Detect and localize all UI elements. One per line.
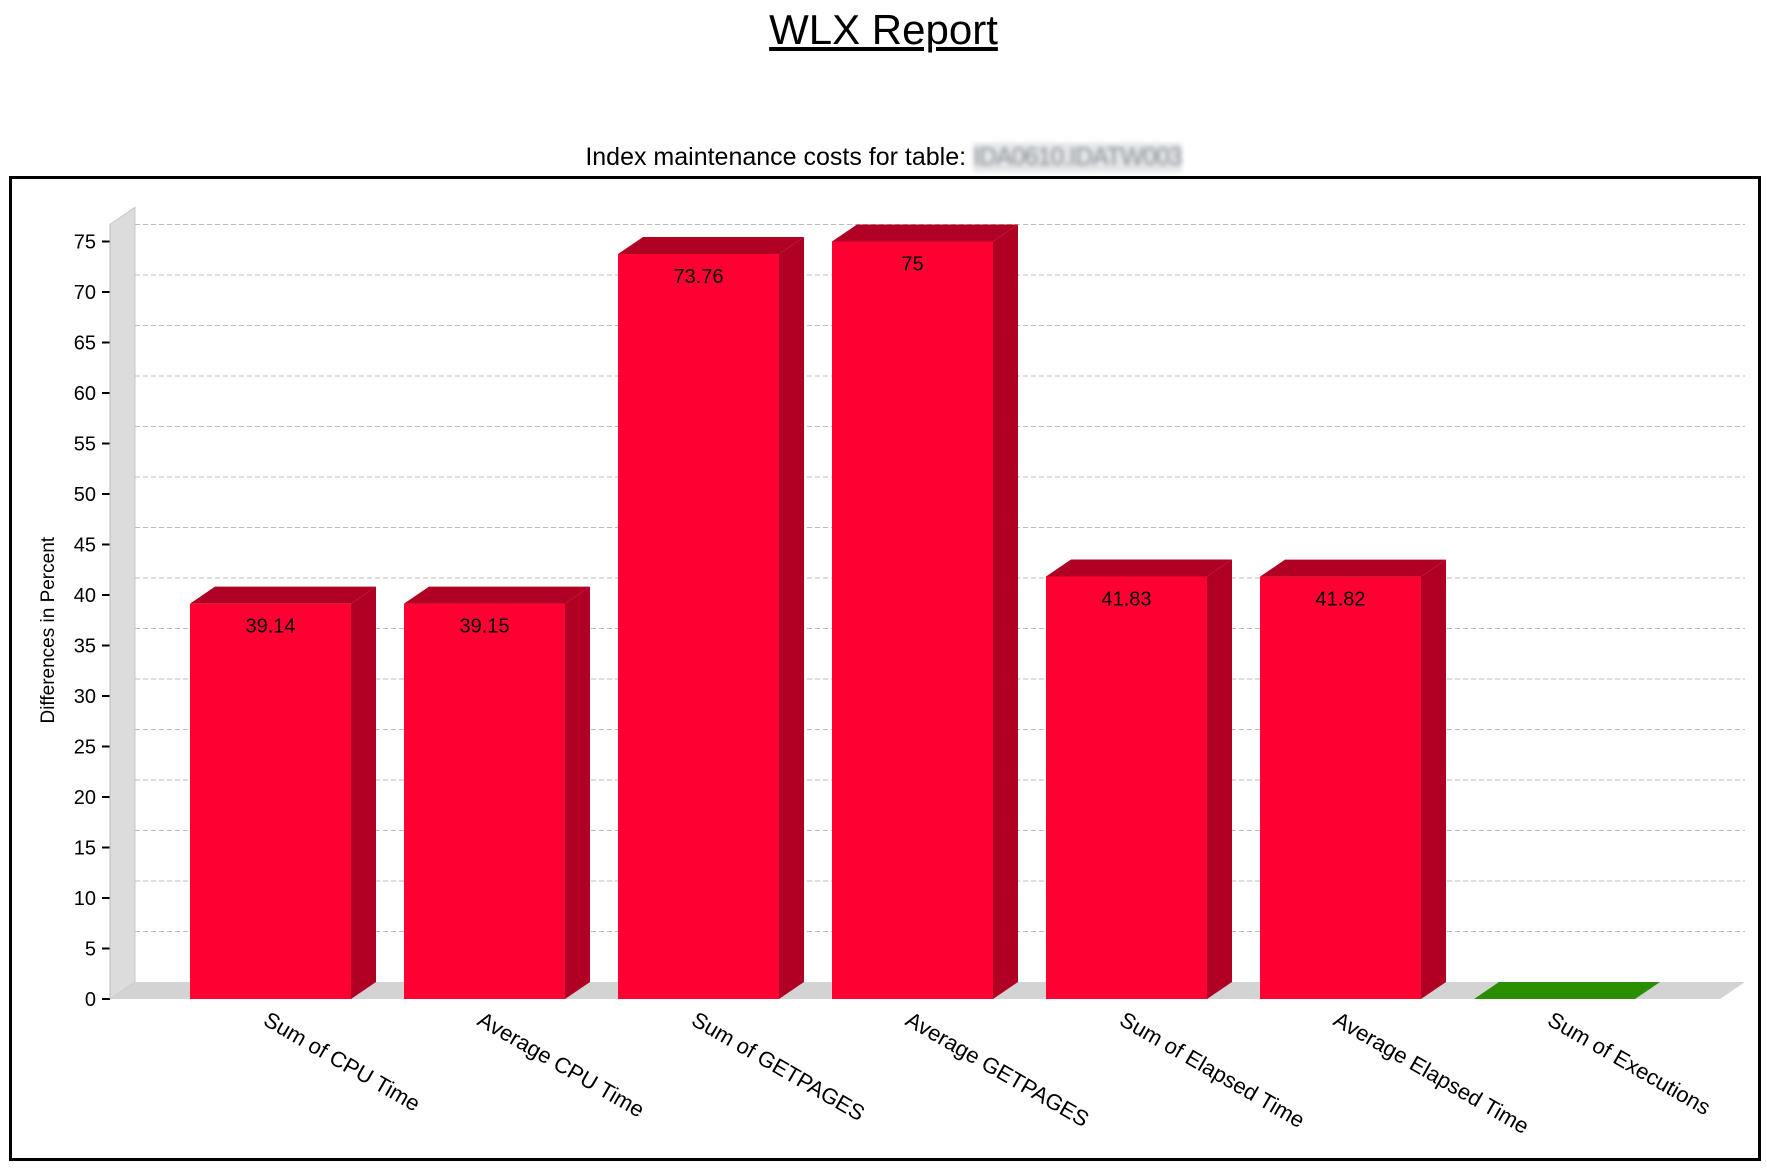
bar-side (1207, 559, 1232, 999)
x-tick-label: Sum of Executions (1544, 1007, 1715, 1120)
y-tick-label: 20 (74, 787, 96, 809)
bar-side (351, 586, 376, 999)
data-label: 75 (901, 254, 923, 276)
y-tick-label: 10 (74, 888, 96, 910)
y-tick-label: 75 (74, 232, 96, 254)
y-tick-label: 55 (74, 434, 96, 456)
bar (1474, 982, 1660, 999)
data-label: 39.14 (245, 616, 295, 638)
bar-top (190, 586, 376, 604)
bar (190, 603, 351, 999)
x-tick-label: Sum of Elapsed Time (1116, 1007, 1310, 1133)
x-tick-label: Sum of GETPAGES (688, 1007, 870, 1126)
y-tick-label: 70 (74, 282, 96, 304)
bar-top (404, 586, 590, 604)
data-label: 41.83 (1101, 589, 1151, 611)
data-label: 41.82 (1315, 589, 1365, 611)
bar (404, 603, 565, 999)
bar-top (618, 237, 804, 255)
chart-frame (9, 176, 1761, 1161)
x-tick-label: Sum of CPU Time (260, 1007, 425, 1117)
bar (1260, 576, 1421, 999)
bar-side (565, 586, 590, 999)
y-tick-label: 40 (74, 585, 96, 607)
y-tick-label: 25 (74, 737, 96, 759)
y-tick-label: 5 (85, 939, 96, 961)
y-tick-label: 65 (74, 333, 96, 355)
chart-title: Index maintenance costs for table: IDA06… (0, 143, 1767, 172)
x-tick-label: Average GETPAGES (902, 1007, 1094, 1132)
table-name-redacted: IDA0610.IDATW003 (973, 143, 1183, 172)
bar (832, 241, 993, 999)
report-title: WLX Report (769, 6, 998, 53)
y-tick-label: 50 (74, 484, 96, 506)
y-tick-label: 35 (74, 636, 96, 658)
bar-top (1260, 559, 1446, 577)
x-tick-label: Average CPU Time (474, 1007, 649, 1123)
x-tick-label: Average Elapsed Time (1330, 1007, 1534, 1139)
y-tick-label: 60 (74, 383, 96, 405)
bar-top (1046, 559, 1232, 577)
chart-title-text: Index maintenance costs for table: (585, 143, 967, 171)
bar (1046, 576, 1207, 999)
y-tick-label: 0 (85, 989, 96, 1011)
bar-top (832, 224, 1018, 242)
y-tick-label: 15 (74, 838, 96, 860)
y-axis-label: Differences in Percent (38, 536, 59, 723)
y-tick-label: 45 (74, 535, 96, 557)
bar-side (1421, 559, 1446, 999)
bar-side (993, 224, 1018, 999)
bar-side (779, 237, 804, 1000)
y-tick-label: 30 (74, 686, 96, 708)
data-label: 73.76 (673, 266, 723, 288)
bar (618, 254, 779, 1000)
left-wall (109, 206, 136, 1000)
data-label: 39.15 (459, 616, 509, 638)
